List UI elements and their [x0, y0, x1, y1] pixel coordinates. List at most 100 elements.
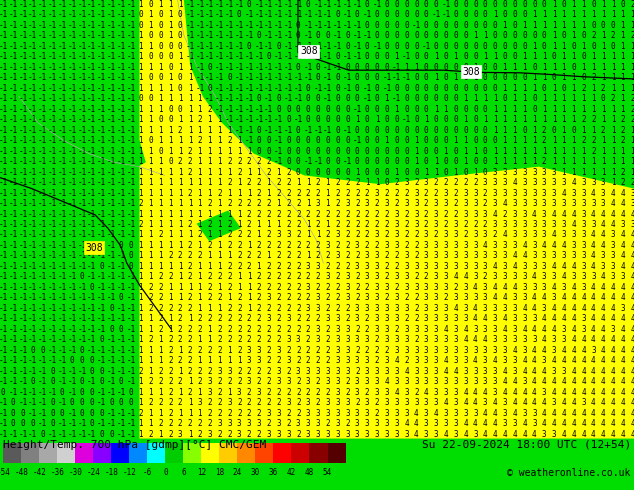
Text: 1: 1 — [178, 409, 183, 417]
Text: 1: 1 — [227, 356, 232, 365]
Text: 2: 2 — [198, 230, 202, 240]
Text: -1: -1 — [294, 94, 303, 103]
Text: -1: -1 — [58, 136, 67, 145]
Text: 3: 3 — [542, 178, 547, 187]
Text: 0: 0 — [414, 125, 418, 135]
Text: -1: -1 — [0, 335, 8, 344]
Text: -1: -1 — [87, 294, 96, 302]
Text: 2: 2 — [266, 241, 271, 250]
Text: 3: 3 — [503, 398, 507, 407]
Text: -1: -1 — [77, 10, 86, 20]
Text: 1: 1 — [532, 74, 536, 82]
Text: 0: 0 — [473, 42, 477, 51]
Text: 0: 0 — [384, 21, 389, 30]
Text: 0: 0 — [89, 388, 94, 397]
Text: 4: 4 — [621, 262, 625, 271]
Text: 0: 0 — [247, 42, 252, 51]
Text: 1: 1 — [207, 210, 212, 219]
Text: -1: -1 — [107, 419, 116, 428]
Text: 3: 3 — [453, 294, 458, 302]
Text: -1: -1 — [67, 74, 77, 82]
Text: 3: 3 — [552, 430, 557, 439]
Text: 0: 0 — [168, 157, 172, 166]
Text: 1: 1 — [158, 346, 163, 355]
Text: 4: 4 — [591, 409, 596, 417]
Text: 0: 0 — [424, 157, 429, 166]
Text: 4: 4 — [601, 398, 605, 407]
Text: 3: 3 — [542, 272, 547, 281]
Text: 1: 1 — [227, 125, 232, 135]
Text: -1: -1 — [284, 52, 293, 61]
Text: -1: -1 — [97, 115, 106, 124]
Text: 1: 1 — [621, 94, 625, 103]
Text: 1: 1 — [148, 325, 153, 334]
Text: 2: 2 — [217, 272, 222, 281]
Text: 3: 3 — [512, 220, 517, 229]
Text: 3: 3 — [325, 241, 330, 250]
Text: 3: 3 — [394, 294, 399, 302]
Text: 1: 1 — [571, 105, 576, 114]
Text: 3: 3 — [286, 356, 291, 365]
Text: 1: 1 — [630, 52, 634, 61]
Text: 4: 4 — [611, 419, 616, 428]
Text: 2: 2 — [227, 409, 232, 417]
Text: 4: 4 — [621, 241, 625, 250]
Text: -1: -1 — [245, 63, 254, 72]
Text: 1: 1 — [522, 147, 527, 156]
Text: 4: 4 — [611, 189, 616, 197]
Text: -1: -1 — [38, 84, 47, 93]
Text: 3: 3 — [453, 335, 458, 344]
Text: 4: 4 — [611, 304, 616, 313]
Text: 0: 0 — [40, 346, 45, 355]
Text: 0: 0 — [473, 157, 477, 166]
Text: 4: 4 — [611, 409, 616, 417]
Text: 1: 1 — [168, 168, 172, 176]
Text: 4: 4 — [552, 304, 557, 313]
Text: 2: 2 — [237, 409, 242, 417]
Text: -1: -1 — [58, 398, 67, 407]
Text: 2: 2 — [266, 367, 271, 376]
Text: -1: -1 — [205, 52, 214, 61]
Text: 3: 3 — [453, 409, 458, 417]
Text: 2: 2 — [384, 230, 389, 240]
Text: 0: 0 — [483, 157, 488, 166]
Text: 1: 1 — [168, 0, 172, 9]
Bar — [202, 442, 219, 463]
Text: -1: -1 — [8, 94, 18, 103]
Text: 2: 2 — [424, 189, 429, 197]
Text: 3: 3 — [552, 346, 557, 355]
Text: -1: -1 — [0, 94, 8, 103]
Text: 0: 0 — [453, 42, 458, 51]
Text: -1: -1 — [18, 220, 27, 229]
Text: 0: 0 — [424, 63, 429, 72]
Text: 0: 0 — [444, 136, 448, 145]
Text: 0: 0 — [11, 419, 15, 428]
Text: 3: 3 — [414, 356, 418, 365]
Text: 3: 3 — [286, 398, 291, 407]
Text: 2: 2 — [444, 178, 448, 187]
Text: 0: 0 — [621, 0, 625, 9]
Text: 1: 1 — [424, 168, 429, 176]
Text: 0: 0 — [493, 136, 497, 145]
Text: 1: 1 — [168, 294, 172, 302]
Text: 1: 1 — [503, 105, 507, 114]
Text: 0: 0 — [463, 42, 468, 51]
Text: 4: 4 — [601, 230, 605, 240]
Text: 2: 2 — [168, 419, 172, 428]
Text: 0: 0 — [355, 147, 359, 156]
Text: 3: 3 — [404, 335, 409, 344]
Text: 308: 308 — [85, 243, 103, 253]
Text: -1: -1 — [28, 168, 37, 176]
Text: -1: -1 — [97, 283, 106, 292]
Text: 2: 2 — [207, 398, 212, 407]
Text: 0: 0 — [158, 147, 163, 156]
Text: 2: 2 — [325, 335, 330, 344]
Text: -1: -1 — [343, 52, 352, 61]
Text: -1: -1 — [58, 0, 67, 9]
Text: 2: 2 — [257, 272, 261, 281]
Text: 2: 2 — [158, 325, 163, 334]
Text: 2: 2 — [266, 262, 271, 271]
Text: 2: 2 — [306, 294, 311, 302]
Text: Height/Temp. 700 hPa [gdmp][°C] CMC/GEM: Height/Temp. 700 hPa [gdmp][°C] CMC/GEM — [3, 440, 266, 450]
Text: -1: -1 — [205, 42, 214, 51]
